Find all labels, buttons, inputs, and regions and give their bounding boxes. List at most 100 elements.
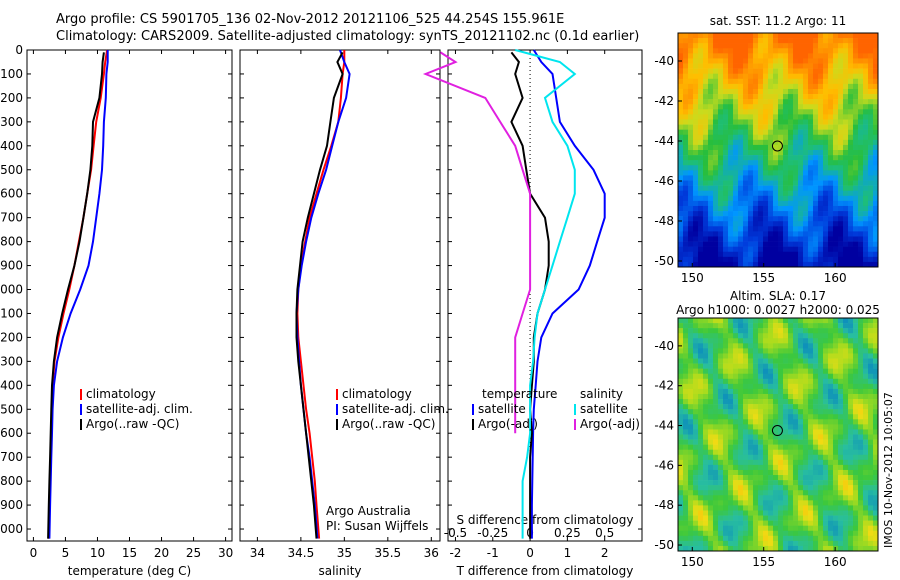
map-cell [853, 505, 859, 511]
map-cell [858, 495, 864, 501]
map-cell [788, 124, 794, 130]
map-cell [843, 155, 849, 161]
map-cell [793, 195, 799, 202]
y-tick-label: 500 [0, 163, 23, 177]
map-cell [763, 333, 769, 339]
map-cell [763, 464, 769, 471]
map-cell [723, 109, 729, 115]
map-cell [833, 124, 839, 130]
map-cell [868, 129, 874, 136]
map-cell [828, 520, 834, 526]
map-cell [753, 535, 759, 542]
map-cell [778, 383, 784, 390]
x-axis-label: temperature (deg C) [68, 564, 191, 578]
map-cell [703, 236, 709, 242]
map-cell [683, 399, 689, 405]
map-cell [853, 211, 859, 217]
map-cell [738, 545, 744, 552]
map-cell [808, 409, 814, 415]
map-cell [788, 53, 794, 59]
map-cell [703, 63, 709, 69]
map-cell [728, 363, 734, 369]
map-cell [788, 388, 794, 395]
map-cell [723, 480, 729, 486]
map-cell [818, 246, 824, 253]
map-cell [873, 139, 879, 146]
map-cell [793, 231, 799, 237]
map-cell [818, 353, 824, 359]
map-cell [853, 48, 859, 54]
map-cell [823, 338, 829, 344]
map-cell [858, 353, 864, 359]
map-cell [688, 73, 694, 80]
map-cell [703, 68, 709, 74]
map-cell [698, 160, 704, 166]
map-cell [728, 348, 734, 354]
map-cell [803, 261, 809, 268]
map-cell [703, 144, 709, 151]
map-cell [853, 343, 859, 349]
map-cell [738, 134, 744, 141]
map-cell [788, 200, 794, 207]
map-cell [758, 429, 764, 435]
map-cell [783, 490, 789, 496]
map-cell [728, 129, 734, 136]
map-cell [853, 134, 859, 141]
map-cell [818, 43, 824, 49]
map-cell [753, 429, 759, 435]
map-cell [763, 175, 769, 181]
map-cell [803, 469, 809, 476]
map-cell [753, 114, 759, 120]
map-cell [828, 535, 834, 542]
map-cell [788, 358, 794, 364]
map-cell [748, 424, 754, 430]
map-cell [863, 454, 869, 461]
map-cell [858, 48, 864, 54]
map-cell [818, 33, 824, 39]
map-cell [788, 68, 794, 74]
map-cell [718, 73, 724, 80]
map-cell [768, 160, 774, 166]
map-cell [723, 58, 729, 64]
map-cell [783, 104, 789, 110]
map-cell [753, 63, 759, 69]
map-cell [783, 323, 789, 329]
map-cell [683, 221, 689, 227]
map-cell [753, 444, 759, 450]
map-cell [818, 338, 824, 344]
map-cell [728, 33, 734, 39]
map-cell [868, 338, 874, 344]
map-cell [793, 545, 799, 552]
map-cell [843, 144, 849, 151]
map-cell [873, 510, 879, 516]
map-cell [843, 495, 849, 501]
map-cell [693, 449, 699, 456]
map-cell [823, 205, 829, 212]
map-cell [808, 540, 814, 547]
map-cell [743, 180, 749, 186]
map-cell [873, 419, 879, 425]
map-cell [678, 454, 684, 461]
map-cell [678, 155, 684, 161]
map-cell [713, 490, 719, 496]
map-cell [708, 78, 714, 85]
map-cell [828, 68, 834, 74]
map-cell [723, 358, 729, 364]
map-cell [808, 139, 814, 146]
map-cell [788, 505, 794, 511]
map-cell [763, 414, 769, 420]
map-cell [743, 226, 749, 232]
map-cell [823, 104, 829, 110]
map-cell [758, 88, 764, 95]
map-cell [763, 109, 769, 115]
map-cell [873, 190, 879, 197]
map-cell [803, 226, 809, 232]
map-cell [818, 83, 824, 90]
map-cell [843, 256, 849, 263]
map-cell [858, 383, 864, 390]
map-cell [763, 409, 769, 415]
map-cell [718, 114, 724, 120]
map-cell [708, 485, 714, 491]
map-cell [858, 520, 864, 526]
map-cell [813, 180, 819, 186]
